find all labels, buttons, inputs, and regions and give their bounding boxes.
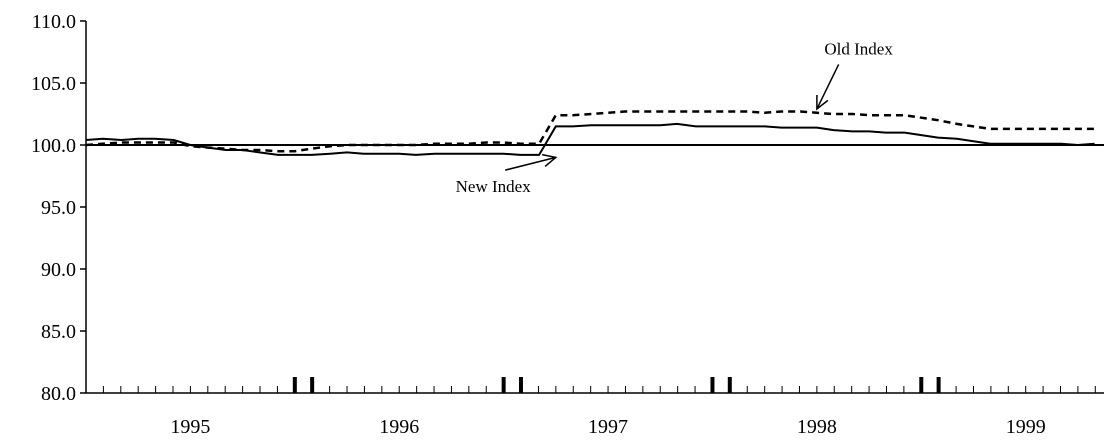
annotations: Old Index New Index	[456, 39, 894, 196]
x-tick-label: 1995	[170, 416, 210, 438]
y-tick-label: 90.0	[41, 259, 76, 281]
y-tick-label: 110.0	[32, 11, 76, 33]
series-lines	[85, 110, 1104, 156]
annotation-arrow-shaft	[505, 156, 557, 171]
annotation-arrow-head	[541, 153, 558, 167]
annotation-label: Old Index	[824, 39, 893, 58]
annotation-arrow-head	[816, 95, 829, 111]
annotation-arrow-shaft	[816, 64, 840, 110]
y-tick-label: 80.0	[41, 383, 76, 405]
y-tick-label: 100.0	[31, 135, 76, 157]
y-axis: 110.0 105.0 100.0 95.0 90.0 85.0 80.0	[31, 11, 87, 405]
annotation-label: New Index	[456, 177, 532, 196]
y-tick-label: 85.0	[41, 321, 76, 343]
x-axis: 1995 1996 1997 1998 1999	[85, 377, 1104, 438]
new-index-line	[85, 122, 1095, 156]
x-tick-label: 1996	[379, 416, 419, 438]
y-tick-label: 105.0	[31, 73, 76, 95]
y-tick-label: 95.0	[41, 197, 76, 219]
old-index-line	[85, 110, 1095, 153]
x-tick-label: 1999	[1006, 416, 1046, 438]
x-tick-label: 1997	[588, 416, 628, 438]
x-tick-label: 1998	[797, 416, 837, 438]
